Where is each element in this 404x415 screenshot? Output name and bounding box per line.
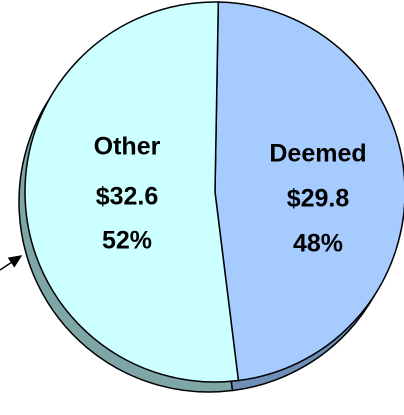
slice-category: Other <box>94 133 161 161</box>
slice-percent: 48% <box>293 230 343 258</box>
slice-category: Deemed <box>269 140 366 168</box>
pie <box>24 1 404 383</box>
slice-percent: 52% <box>102 227 152 255</box>
slice-value: $32.6 <box>96 183 159 211</box>
slice <box>24 1 240 383</box>
pointer-arrow <box>0 255 23 271</box>
slice-value: $29.8 <box>287 185 350 213</box>
slice-labels: Deemed $29.8 48% Other $32.6 52% <box>94 133 367 258</box>
slice <box>214 1 404 382</box>
